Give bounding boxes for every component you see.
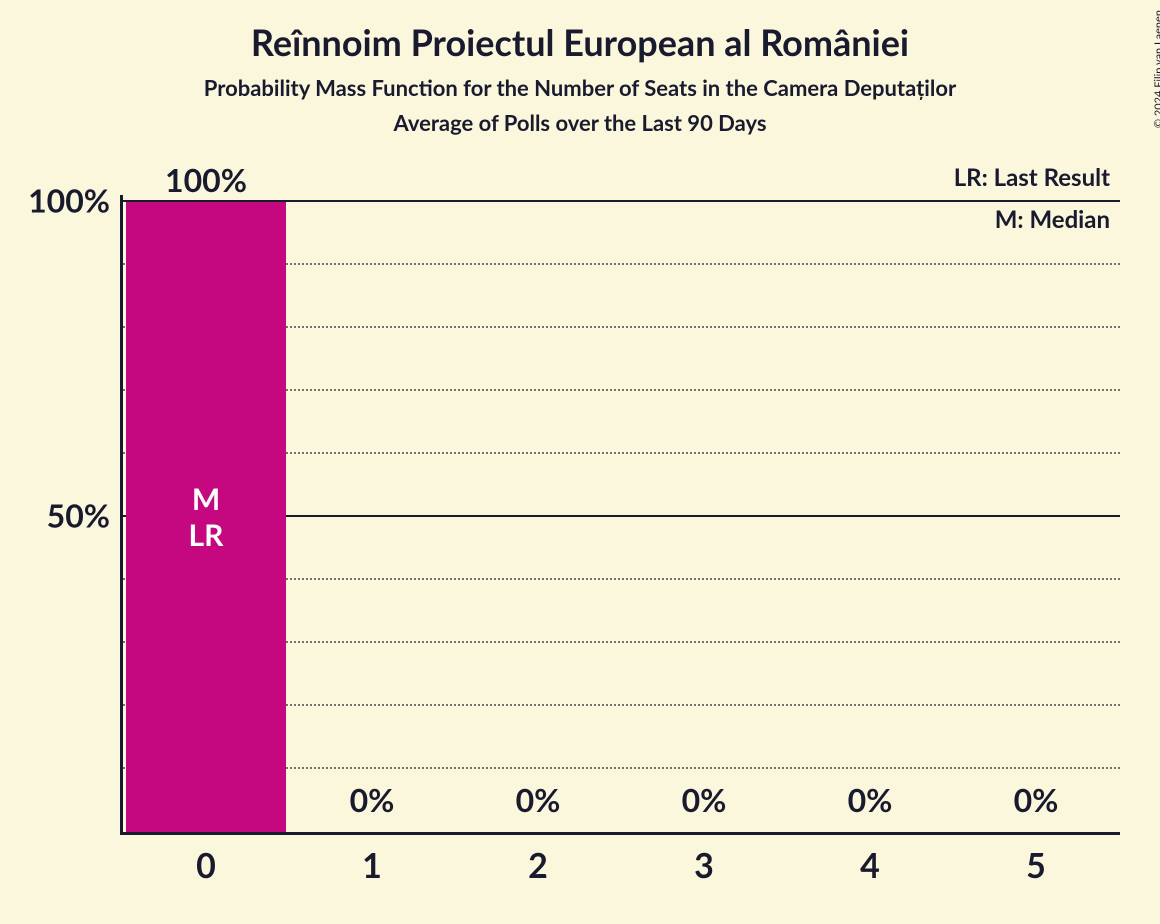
legend-median: M: Median [995, 205, 1110, 234]
bar-value-label: 0% [1014, 780, 1059, 819]
copyright-text: © 2024 Filip van Laenen [1152, 10, 1160, 128]
bar-value-label: 100% [165, 160, 247, 199]
y-axis [120, 195, 123, 835]
x-axis-tick-label: 3 [694, 845, 714, 886]
bar-value-label: 0% [350, 780, 395, 819]
bar-marker-label: LR [126, 517, 286, 553]
x-axis-tick-label: 5 [1026, 845, 1046, 886]
bar: MLR [126, 202, 286, 832]
bar-marker-label: M [126, 481, 286, 517]
chart-title: Reînnoim Proiectul European al României [0, 20, 1160, 64]
bar-marker-labels: MLR [126, 481, 286, 553]
bar-value-label: 0% [682, 780, 727, 819]
chart-plot-area: 100%50%MLR100%00%10%20%30%40%5LR: Last R… [120, 195, 1120, 835]
chart-subtitle-2: Average of Polls over the Last 90 Days [0, 109, 1160, 136]
x-axis-tick-label: 4 [860, 845, 880, 886]
legend-last-result: LR: Last Result [954, 163, 1110, 192]
y-axis-tick-label: 100% [28, 181, 110, 220]
bar-value-label: 0% [516, 780, 561, 819]
x-axis-tick-label: 0 [196, 845, 216, 886]
x-axis [120, 832, 1120, 835]
bar-value-label: 0% [848, 780, 893, 819]
y-axis-tick-label: 50% [47, 496, 110, 535]
chart-subtitle-1: Probability Mass Function for the Number… [0, 74, 1160, 101]
x-axis-tick-label: 1 [362, 845, 382, 886]
x-axis-tick-label: 2 [528, 845, 548, 886]
